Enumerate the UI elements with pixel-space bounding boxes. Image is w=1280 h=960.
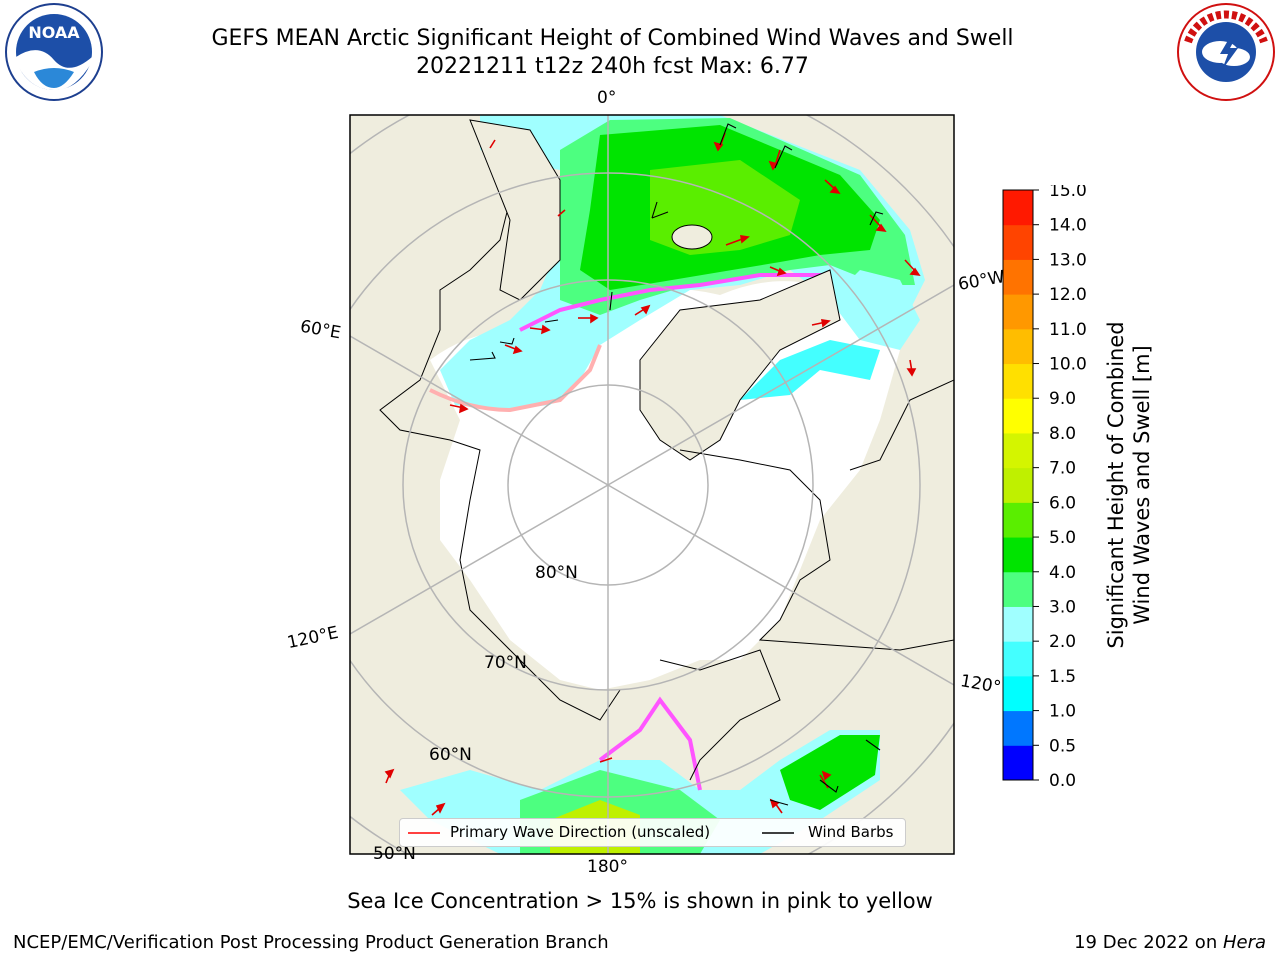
sea-ice-edge-kara bbox=[429, 344, 602, 413]
colorbar-tick-label: 11.0 bbox=[1049, 320, 1087, 340]
colorbar-segment bbox=[1003, 398, 1033, 434]
colorbar-tick-label: 4.0 bbox=[1049, 563, 1076, 583]
lat-label-60n: 60°N bbox=[429, 745, 472, 765]
colorbar-tick-label: 13.0 bbox=[1049, 250, 1087, 270]
machine-name: Hera bbox=[1222, 932, 1266, 953]
colorbar-tick-label: 7.0 bbox=[1049, 459, 1076, 479]
colorbar-segment bbox=[1003, 537, 1033, 573]
colorbar-segment bbox=[1003, 190, 1033, 226]
colorbar-segment bbox=[1003, 328, 1033, 365]
colorbar-tick-label: 1.5 bbox=[1049, 667, 1076, 687]
map-frame bbox=[349, 114, 955, 855]
colorbar-segment bbox=[1003, 641, 1033, 677]
colorbar-frame bbox=[1002, 189, 1034, 781]
colorbar-tick-label: 8.0 bbox=[1049, 424, 1076, 444]
map-legend: Primary Wave Direction (unscaled) Wind B… bbox=[399, 818, 906, 847]
colorbar-segment bbox=[1003, 675, 1033, 712]
colorbar-tick-label: 12.0 bbox=[1049, 285, 1087, 305]
colorbar-label-line2: Wind Waves and Swell [m] bbox=[1130, 345, 1154, 625]
generation-date-text: 19 Dec 2022 on bbox=[1074, 932, 1223, 953]
wave-direction-arrows bbox=[384, 132, 921, 816]
colorbar-segment bbox=[1003, 432, 1033, 469]
lon-label-180: 180° bbox=[587, 857, 628, 877]
primary-wave-swatch bbox=[408, 832, 440, 834]
chart-title: GEFS MEAN Arctic Significant Height of C… bbox=[211, 26, 1014, 51]
colorbar-tick-label: 10.0 bbox=[1049, 355, 1087, 375]
legend-primary-wave: Primary Wave Direction (unscaled) bbox=[450, 823, 711, 841]
lon-label-0: 0° bbox=[597, 88, 617, 108]
colorbar-tick-label: 2.0 bbox=[1049, 632, 1076, 652]
lat-label-70n: 70°N bbox=[484, 653, 527, 673]
generation-date: 19 Dec 2022 on Hera bbox=[1074, 932, 1266, 953]
noaa-logo-icon: NOAA bbox=[5, 3, 103, 101]
colorbar-segment bbox=[1003, 745, 1033, 781]
coastline-eurasia bbox=[379, 129, 621, 721]
colorbar-segment bbox=[1003, 259, 1033, 295]
colorbar-tick-label: 6.0 bbox=[1049, 493, 1076, 513]
colorbar-tick-label: 15.0 bbox=[1049, 185, 1087, 201]
colorbar-segment bbox=[1003, 363, 1033, 399]
colorbar-label-line1: Significant Height of Combined bbox=[1104, 321, 1128, 649]
colorbar-tick-label: 9.0 bbox=[1049, 389, 1076, 409]
colorbar-segment bbox=[1003, 710, 1033, 746]
lat-label-50n: 50°N bbox=[373, 844, 416, 864]
greenland-sea-waves bbox=[740, 340, 880, 400]
colorbar-tick-label: 1.0 bbox=[1049, 702, 1076, 722]
colorbar: 0.0 0.5 1.0 1.5 2.0 3.0 4.0 5.0 6.0 7.0 8.0 9.0 10.0… bbox=[1002, 185, 1087, 791]
sea-ice-edge-atlantic bbox=[519, 273, 832, 332]
colorbar-tick-label: 0.5 bbox=[1049, 736, 1076, 756]
colorbar-tick-label: 0.0 bbox=[1049, 771, 1076, 791]
colorbar-segment bbox=[1003, 606, 1033, 642]
coastline-alaska bbox=[659, 649, 781, 781]
graticule bbox=[350, 115, 954, 854]
producer-credit: NCEP/EMC/Verification Post Processing Pr… bbox=[13, 932, 609, 953]
pacific-waves-high bbox=[780, 735, 880, 810]
coastline-canada bbox=[679, 379, 954, 651]
sea-ice-note: Sea Ice Concentration > 15% is shown in … bbox=[347, 889, 933, 913]
sea-ice-edge-bering bbox=[598, 696, 702, 791]
lat-label-80n: 80°N bbox=[535, 563, 578, 583]
chart-subtitle: 20221211 t12z 240h fcst Max: 6.77 bbox=[416, 54, 809, 79]
colorbar-tick-label: 3.0 bbox=[1049, 597, 1076, 617]
svalbard-island bbox=[671, 224, 713, 250]
wind-barbs-swatch bbox=[762, 832, 794, 834]
coastline-greenland bbox=[639, 269, 841, 461]
colorbar-segment bbox=[1003, 294, 1033, 330]
colorbar-tick-label: 5.0 bbox=[1049, 528, 1076, 548]
colorbar-segment bbox=[1003, 467, 1033, 503]
wind-barbs bbox=[469, 123, 884, 806]
nws-logo-icon bbox=[1177, 3, 1275, 101]
svg-text:NOAA: NOAA bbox=[28, 23, 80, 42]
colorbar-segment bbox=[1003, 224, 1033, 260]
legend-wind-barbs: Wind Barbs bbox=[808, 823, 894, 841]
colorbar-segment bbox=[1003, 502, 1033, 538]
colorbar-tick-label: 14.0 bbox=[1049, 216, 1087, 236]
colorbar-segment bbox=[1003, 571, 1033, 607]
